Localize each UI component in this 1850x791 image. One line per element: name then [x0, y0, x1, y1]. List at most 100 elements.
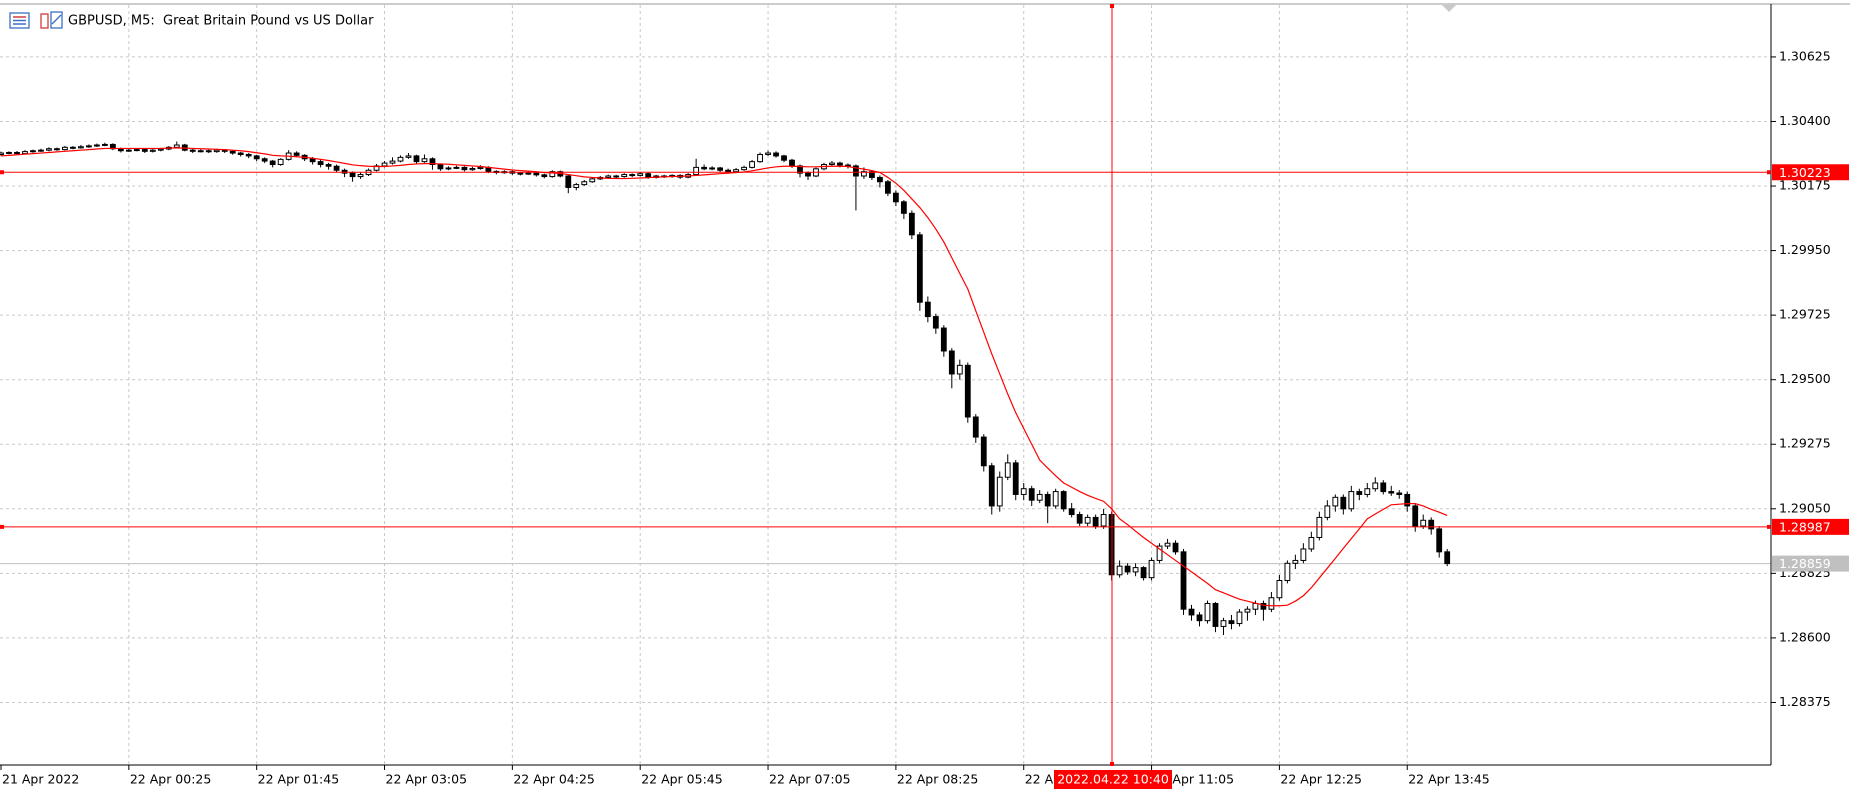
crosshair-handle — [1110, 762, 1114, 766]
candle-body — [549, 171, 556, 178]
h-line-label-box — [1772, 518, 1849, 535]
candle-body — [1396, 492, 1403, 495]
candle-body — [589, 178, 596, 183]
candle-body — [701, 166, 708, 170]
candle-body — [1428, 519, 1435, 530]
candle-body — [125, 149, 132, 152]
candle-body — [829, 162, 835, 166]
candle-body — [1036, 493, 1043, 501]
candle-body — [1380, 482, 1387, 493]
candle-body — [996, 476, 1003, 507]
candle-body — [6, 151, 12, 154]
candle-body — [1052, 491, 1059, 507]
candle-body — [293, 152, 300, 156]
y-tick-label: 1.29950 — [1779, 242, 1831, 257]
x-tick-label: 22 Apr 13:45 — [1408, 772, 1490, 787]
candle-body — [1196, 614, 1203, 622]
crosshair-label-box — [1054, 770, 1172, 789]
candle-body — [469, 168, 476, 171]
candle-body — [1132, 567, 1139, 573]
candle-body — [892, 192, 899, 203]
candle-body — [173, 144, 180, 148]
candle-body — [605, 175, 612, 178]
candle-body — [1412, 505, 1419, 527]
candle-body — [900, 201, 907, 214]
candle-body — [621, 174, 628, 178]
candle-body — [1116, 565, 1123, 576]
candle-body — [749, 161, 755, 168]
candle-body — [101, 143, 108, 146]
x-tick-label: 22 Apr 11:05 — [1153, 772, 1235, 787]
candle-body — [869, 171, 875, 178]
x-tick-label: 22 Apr 07:05 — [769, 772, 851, 787]
candle-body — [341, 169, 348, 174]
candle-body — [229, 150, 236, 154]
candle-body — [1284, 562, 1291, 582]
candle-body — [581, 181, 588, 186]
candle-body — [1348, 491, 1355, 510]
candle-body — [916, 234, 923, 303]
h-line-handle — [0, 524, 4, 529]
candle-body — [1364, 488, 1371, 495]
candle-body — [1332, 496, 1339, 507]
chart-icon[interactable] — [40, 13, 49, 29]
h-line-label: 1.30223 — [1779, 165, 1831, 180]
y-tick-label: 1.29725 — [1779, 307, 1831, 322]
candle-body — [948, 350, 955, 375]
candle-body — [637, 173, 644, 176]
candle-body — [14, 151, 20, 155]
plot-area — [0, 141, 1771, 636]
candle-body — [205, 150, 212, 153]
y-tick-label: 1.29275 — [1779, 436, 1831, 451]
candle-body — [93, 144, 100, 147]
candle-body — [1164, 542, 1171, 547]
candle-body — [1156, 545, 1163, 561]
candle-body — [972, 416, 979, 438]
candle-body — [805, 172, 811, 177]
candle-body — [517, 172, 524, 175]
h-line-handle — [1767, 170, 1771, 175]
candle-body — [405, 155, 412, 158]
candle-body — [197, 150, 204, 153]
candle-body — [629, 174, 636, 177]
candle-body — [1020, 488, 1027, 495]
x-tick-label: 22 Apr 04:25 — [513, 772, 595, 787]
candle-body — [0, 152, 4, 155]
candle-body — [70, 146, 76, 149]
candle-body — [956, 364, 963, 375]
candle-body — [908, 212, 915, 236]
candle-body — [1356, 491, 1363, 495]
candle-body — [1244, 608, 1251, 613]
candle-body — [861, 171, 867, 177]
y-tick-label: 1.28375 — [1779, 694, 1831, 709]
candle-body — [741, 166, 747, 171]
candle-body — [964, 364, 971, 418]
candle-body — [1268, 597, 1275, 610]
candle-body — [357, 174, 364, 178]
price-label-box — [1772, 555, 1849, 572]
candle-body — [1444, 551, 1451, 565]
x-tick-label: 22 Apr 12:25 — [1280, 772, 1362, 787]
y-tick-label: 1.30175 — [1779, 178, 1831, 193]
candle-body — [1324, 505, 1331, 518]
candle-body — [237, 152, 244, 155]
candle-body — [1068, 508, 1075, 516]
candle-body — [389, 160, 396, 164]
candle-body — [421, 158, 428, 163]
candle-body — [1124, 565, 1131, 573]
candle-body — [1012, 462, 1019, 495]
candle-body — [1004, 462, 1011, 478]
candle-body — [1092, 516, 1099, 527]
candle-body — [62, 146, 68, 151]
candle-body — [1148, 559, 1155, 579]
y-tick-label: 1.29500 — [1779, 371, 1831, 386]
candle-body — [277, 158, 284, 166]
candle-body — [445, 167, 452, 170]
candle-body — [980, 436, 987, 467]
moving-average — [0, 147, 1448, 607]
candle-body — [325, 164, 332, 167]
candle-body — [1260, 602, 1267, 610]
candle-body — [38, 149, 44, 152]
